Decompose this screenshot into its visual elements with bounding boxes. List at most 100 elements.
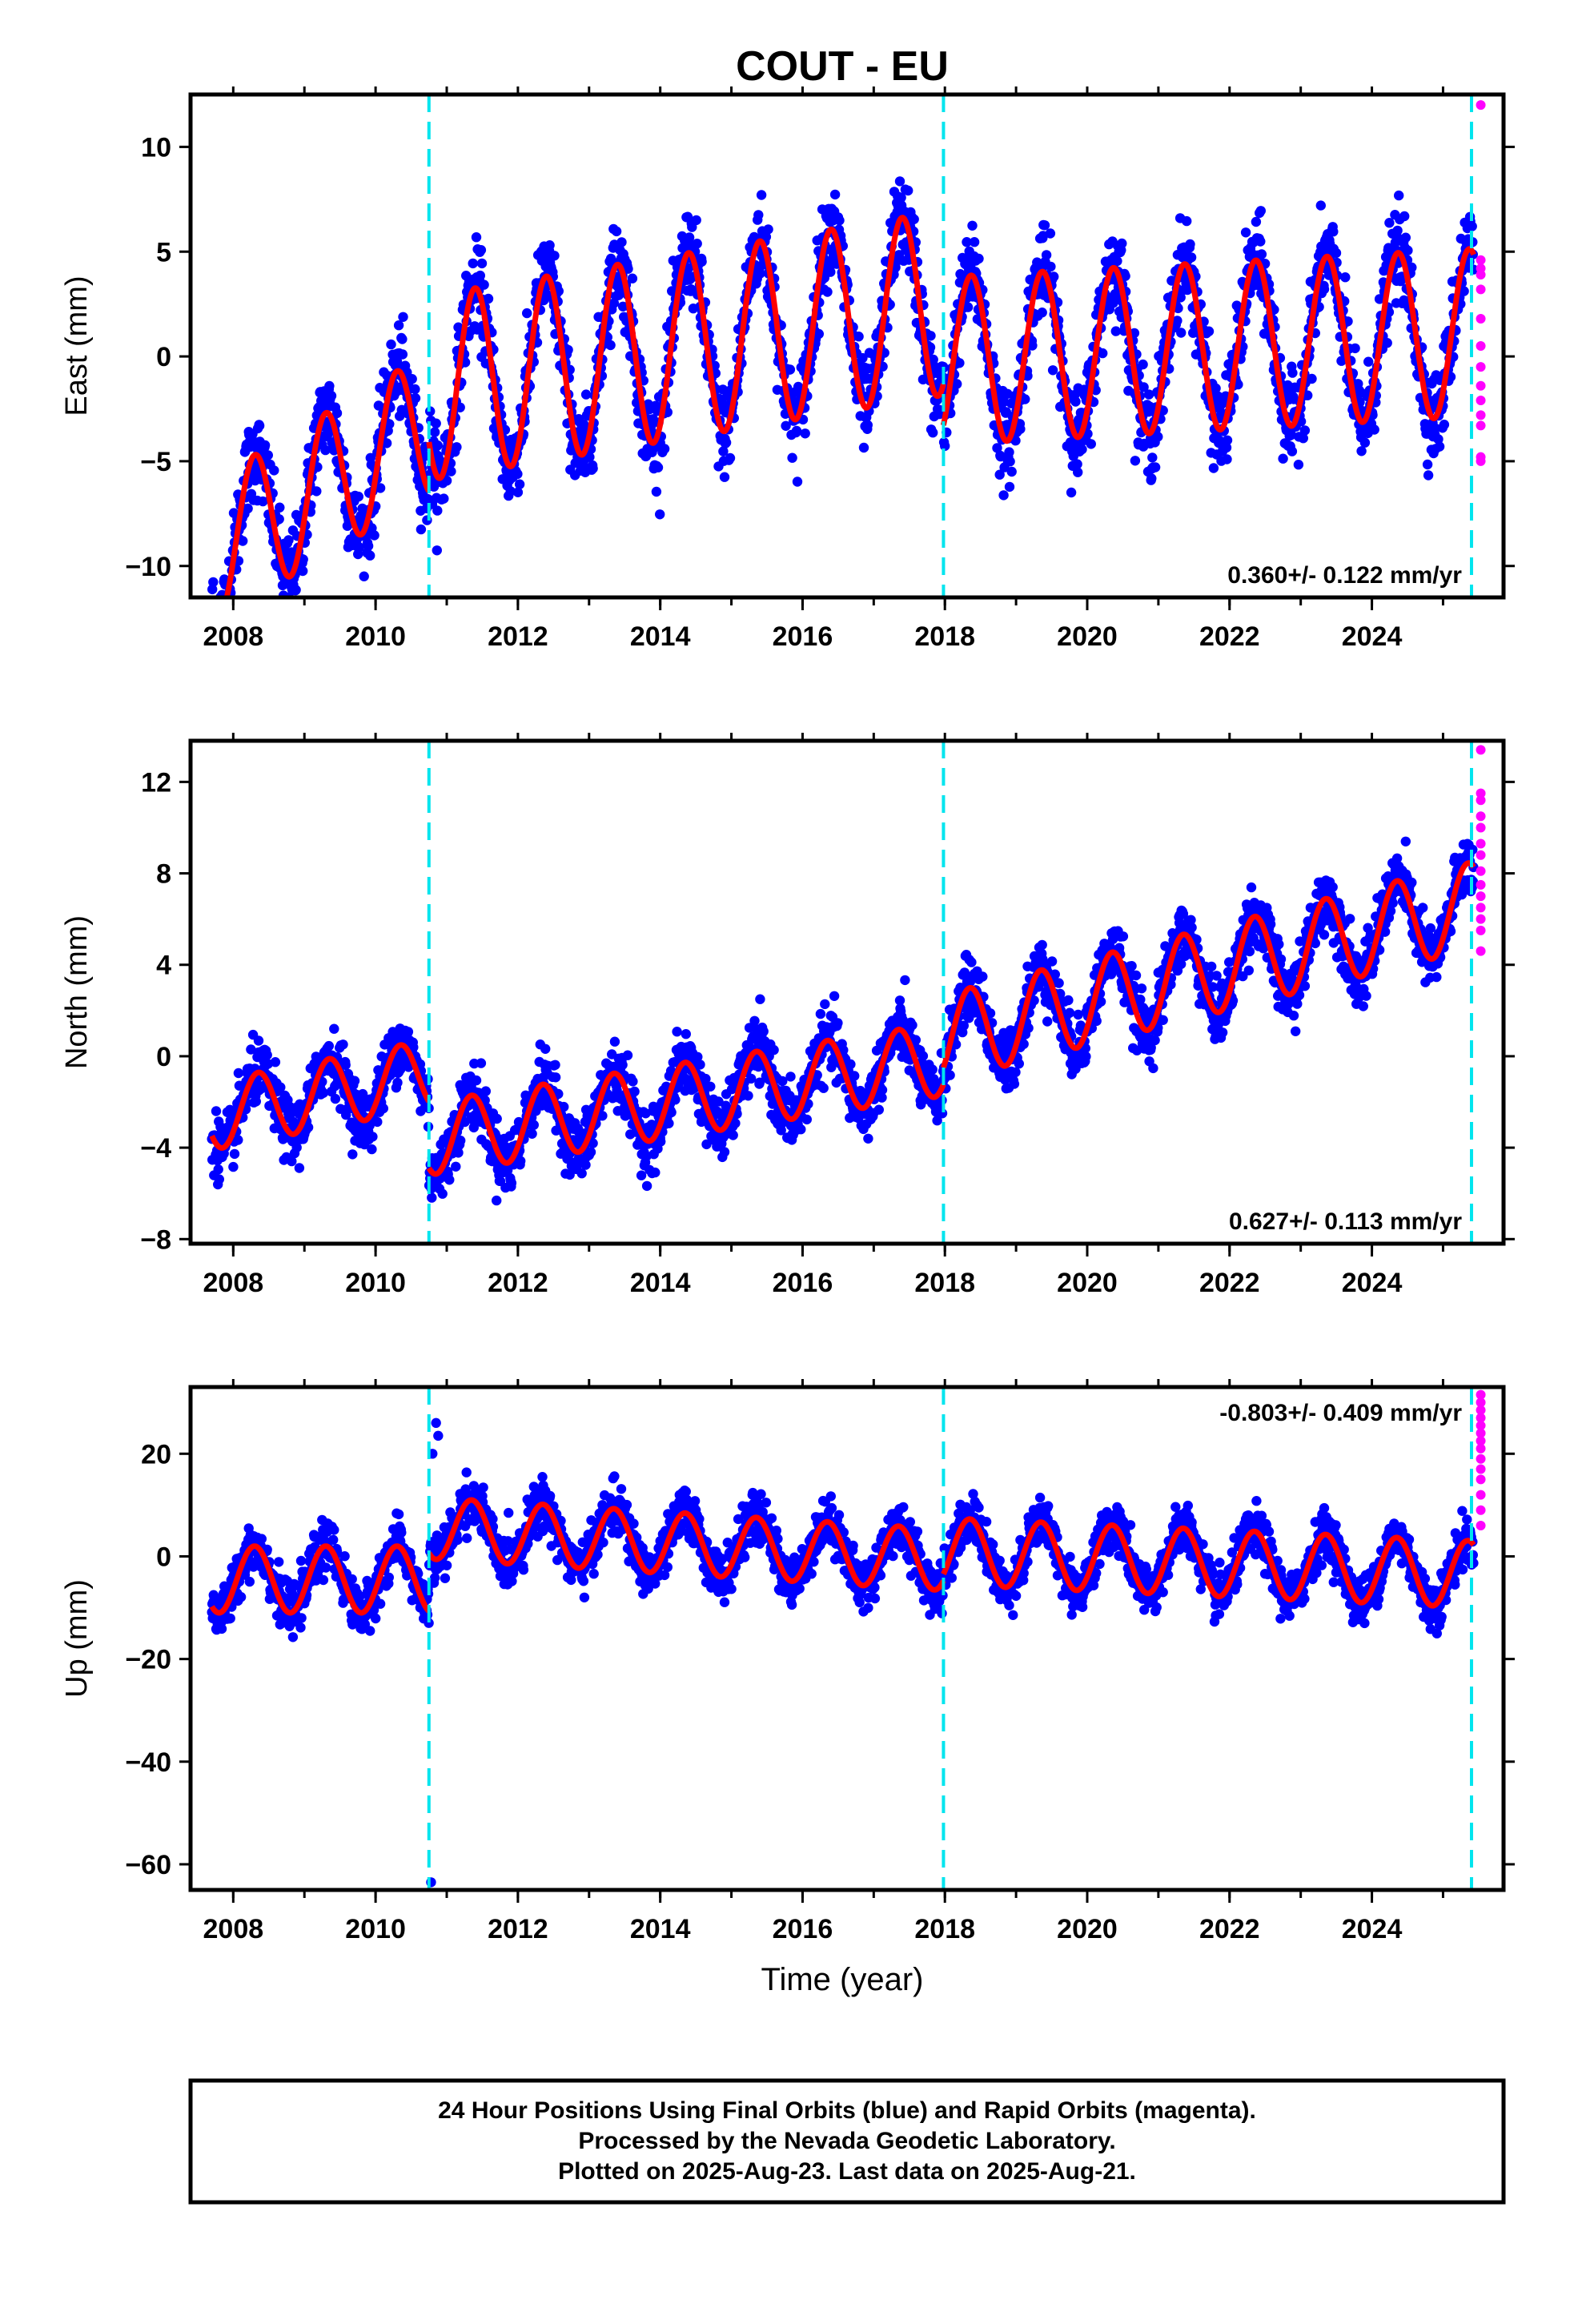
east-final-point (1303, 390, 1313, 400)
east-final-point (254, 420, 265, 431)
north-final-point (801, 1114, 812, 1125)
east-final-point (954, 358, 965, 368)
east-final-point (1176, 328, 1186, 338)
north-final-point (378, 1103, 388, 1114)
east-final-point (311, 486, 322, 497)
east-rapid-point (1476, 362, 1486, 372)
east-final-point (209, 600, 219, 609)
east-final-point (238, 536, 248, 546)
east-final-point (1434, 441, 1445, 452)
east-final-point (785, 364, 796, 375)
east-final-point (1015, 424, 1026, 434)
east-final-point (1221, 442, 1232, 453)
east-final-point (1392, 225, 1403, 236)
east-final-point (1143, 389, 1154, 400)
east-final-point (580, 389, 592, 400)
east-final-point (718, 446, 729, 456)
north-final-point (978, 971, 988, 982)
east-final-point (365, 550, 375, 561)
north-final-point (588, 1138, 598, 1148)
north-final-point (516, 1156, 526, 1167)
north-final-point (617, 1059, 628, 1070)
north-final-point (287, 1156, 297, 1167)
east-final-point (691, 215, 701, 226)
east-final-point (1046, 261, 1056, 272)
east-final-point (969, 237, 980, 247)
east-final-point (998, 490, 1009, 501)
east-final-point (512, 468, 523, 480)
east-final-point (1439, 420, 1450, 430)
north-final-point (468, 1122, 479, 1133)
north-final-point (303, 1122, 314, 1132)
east-rapid-point (1476, 341, 1486, 351)
north-final-point (291, 1142, 302, 1153)
east-final-point (1328, 227, 1339, 237)
north-final-point (251, 1096, 261, 1107)
east-y-tick-label: 10 (141, 132, 171, 163)
east-final-point (432, 505, 443, 516)
east-final-point (1363, 356, 1374, 367)
east-final-point (952, 379, 962, 389)
east-final-point (1315, 200, 1327, 211)
east-final-point (1185, 239, 1195, 250)
east-final-point (1146, 473, 1157, 484)
east-final-point (384, 419, 395, 429)
east-final-point (926, 331, 936, 341)
east-final-point (432, 545, 442, 556)
east-y-axis-title: East (mm) (60, 275, 94, 416)
north-final-point (228, 1161, 239, 1172)
east-final-point (1004, 447, 1014, 457)
east-final-point (894, 176, 905, 187)
north-final-point (437, 1188, 448, 1199)
north-final-point (392, 1077, 403, 1088)
north-final-point (754, 1077, 765, 1088)
east-final-point (1005, 456, 1015, 467)
north-final-point (367, 1144, 377, 1155)
north-final-point (559, 1101, 569, 1112)
east-rapid-point (1476, 255, 1486, 265)
east-final-point (1251, 216, 1262, 227)
east-final-point (994, 469, 1005, 480)
north-final-point (262, 1050, 272, 1060)
east-final-point (544, 240, 555, 251)
east-rapid-point (1476, 410, 1486, 420)
north-final-point (275, 1082, 286, 1092)
east-final-point (1359, 437, 1371, 448)
east-final-point (1255, 206, 1267, 216)
north-final-point (318, 1088, 329, 1099)
east-final-point (269, 465, 279, 476)
north-final-point (550, 1072, 561, 1083)
east-y-tick-label: −5 (140, 447, 171, 477)
east-final-point (391, 356, 403, 367)
north-final-point (480, 1086, 491, 1096)
east-final-point (211, 603, 220, 613)
east-final-point (298, 565, 308, 577)
east-final-point (1045, 228, 1056, 239)
north-final-point (1046, 956, 1058, 967)
east-rapid-point (1476, 284, 1486, 295)
east-rapid-point (1476, 380, 1486, 391)
east-final-point (1287, 446, 1298, 456)
east-final-point (623, 263, 633, 274)
east-final-point (214, 607, 223, 617)
north-final-point (1063, 995, 1074, 1006)
east-final-point (1433, 434, 1443, 444)
east-final-point (857, 352, 868, 364)
north-final-point (681, 1029, 691, 1039)
north-final-point (270, 1057, 281, 1068)
north-final-point (564, 1169, 575, 1180)
east-plot-area (207, 94, 1486, 617)
east-final-point (429, 427, 440, 437)
east-final-point (761, 231, 772, 242)
east-final-point (1117, 238, 1127, 249)
east-rapid-point (1476, 420, 1486, 431)
east-final-point (1002, 388, 1013, 399)
north-final-point (985, 1008, 996, 1019)
east-final-point (686, 284, 697, 295)
east-final-point (468, 258, 478, 269)
north-final-point (323, 1040, 334, 1051)
north-final-point (656, 1136, 666, 1147)
east-final-point (1172, 316, 1182, 326)
north-final-point (340, 1059, 351, 1071)
